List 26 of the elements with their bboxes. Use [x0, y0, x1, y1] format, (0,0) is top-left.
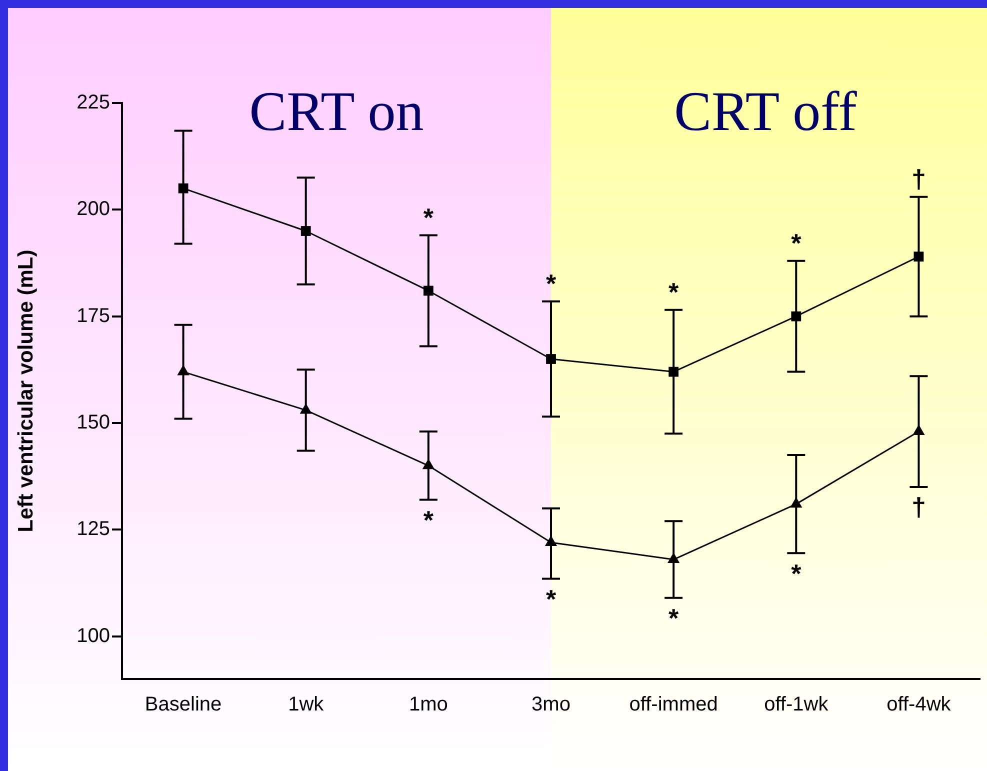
y-tick-label: 225 — [76, 92, 110, 114]
y-tick-label: 125 — [76, 518, 110, 540]
band-label: CRT on — [249, 81, 424, 143]
y-tick-label: 150 — [76, 412, 110, 434]
x-tick-label: 1wk — [288, 694, 325, 716]
x-tick-label: off-4wk — [886, 694, 952, 716]
x-tick-label: off-1wk — [764, 694, 830, 716]
annotation: * — [791, 558, 802, 588]
y-tick-label: 100 — [76, 624, 110, 647]
y-tick-label: 200 — [76, 198, 110, 220]
annotation: * — [423, 504, 434, 535]
x-tick-label: 1mo — [408, 694, 448, 716]
annotation: * — [791, 228, 802, 258]
annotation: * — [546, 268, 557, 299]
annotation: * — [668, 603, 680, 634]
y-tick-label: 175 — [76, 304, 110, 327]
annotation: † — [911, 164, 926, 194]
annotation: * — [546, 584, 557, 614]
annotation: † — [911, 492, 926, 522]
annotation: * — [423, 202, 434, 232]
x-tick-label: 3mo — [532, 694, 570, 716]
band-label: CRT off — [674, 81, 858, 143]
x-tick-label: off-immed — [629, 694, 718, 716]
x-tick-label: Baseline — [144, 694, 222, 716]
annotation: * — [668, 277, 680, 308]
y-axis-title: Left ventricular volume (mL) — [14, 250, 38, 532]
